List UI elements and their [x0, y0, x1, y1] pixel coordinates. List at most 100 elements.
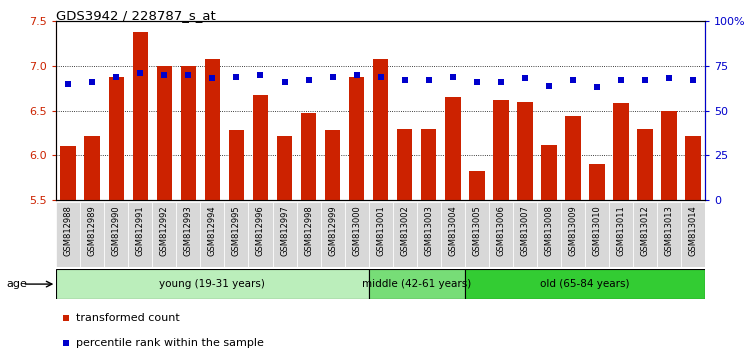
Bar: [465, 269, 705, 299]
Bar: [493, 100, 508, 200]
Bar: [469, 171, 484, 200]
Bar: [565, 116, 580, 200]
Bar: [681, 202, 705, 267]
Bar: [541, 144, 556, 200]
Point: [543, 83, 555, 88]
Point: [687, 78, 699, 83]
Text: GSM813001: GSM813001: [376, 205, 386, 256]
Text: GSM812991: GSM812991: [136, 205, 145, 256]
Point: [615, 78, 627, 83]
Point: [302, 78, 314, 83]
Text: GSM812996: GSM812996: [256, 205, 265, 256]
Text: GSM812998: GSM812998: [304, 205, 313, 256]
Text: GSM812997: GSM812997: [280, 205, 289, 256]
Text: GSM812999: GSM812999: [328, 205, 337, 256]
Text: GSM813008: GSM813008: [544, 205, 554, 256]
Bar: [585, 202, 609, 267]
Text: GSM812992: GSM812992: [160, 205, 169, 256]
Bar: [441, 202, 465, 267]
Bar: [152, 202, 176, 267]
Text: age: age: [6, 279, 27, 289]
Bar: [589, 164, 604, 200]
Bar: [609, 202, 633, 267]
Bar: [157, 66, 172, 200]
Bar: [417, 202, 441, 267]
Point: [206, 76, 218, 81]
Text: young (19-31 years): young (19-31 years): [160, 279, 266, 289]
Bar: [613, 103, 628, 200]
Point: [182, 72, 194, 78]
Bar: [80, 202, 104, 267]
Text: GSM813003: GSM813003: [424, 205, 433, 256]
Point: [447, 74, 459, 80]
Point: [567, 78, 579, 83]
Text: GSM813000: GSM813000: [352, 205, 361, 256]
Bar: [56, 269, 368, 299]
Bar: [393, 202, 417, 267]
Point: [86, 79, 98, 85]
Bar: [224, 202, 248, 267]
Bar: [445, 97, 460, 200]
Point: [60, 340, 72, 346]
Text: GSM813007: GSM813007: [520, 205, 530, 256]
Bar: [561, 202, 585, 267]
Text: GSM812994: GSM812994: [208, 205, 217, 256]
Bar: [657, 202, 681, 267]
Bar: [200, 202, 224, 267]
Bar: [61, 147, 76, 200]
Bar: [272, 202, 296, 267]
Point: [423, 78, 435, 83]
Bar: [465, 202, 489, 267]
Text: GSM812995: GSM812995: [232, 205, 241, 256]
Bar: [277, 136, 292, 200]
Point: [591, 85, 603, 90]
Bar: [349, 77, 364, 200]
Point: [278, 79, 290, 85]
Bar: [537, 202, 561, 267]
Bar: [301, 113, 316, 200]
Text: GSM813010: GSM813010: [592, 205, 602, 256]
Point: [110, 74, 122, 80]
Bar: [637, 129, 652, 200]
Bar: [296, 202, 320, 267]
Point: [471, 79, 483, 85]
Bar: [176, 202, 200, 267]
Bar: [205, 59, 220, 200]
Text: GSM813011: GSM813011: [616, 205, 626, 256]
Text: GSM813006: GSM813006: [496, 205, 506, 256]
Bar: [320, 202, 344, 267]
Bar: [397, 129, 412, 200]
Point: [350, 72, 362, 78]
Bar: [517, 102, 532, 200]
Point: [663, 76, 675, 81]
Point: [495, 79, 507, 85]
Point: [158, 72, 170, 78]
Bar: [85, 136, 100, 200]
Bar: [368, 269, 465, 299]
Point: [134, 70, 146, 76]
Bar: [229, 130, 244, 200]
Text: old (65-84 years): old (65-84 years): [540, 279, 629, 289]
Text: GSM812989: GSM812989: [88, 205, 97, 256]
Bar: [56, 202, 80, 267]
Bar: [368, 202, 393, 267]
Bar: [513, 202, 537, 267]
Bar: [253, 95, 268, 200]
Bar: [633, 202, 657, 267]
Point: [519, 76, 531, 81]
Bar: [344, 202, 368, 267]
Bar: [109, 77, 124, 200]
Text: GSM812988: GSM812988: [64, 205, 73, 256]
Text: GSM812993: GSM812993: [184, 205, 193, 256]
Bar: [686, 136, 700, 200]
Text: GSM813013: GSM813013: [664, 205, 674, 256]
Text: middle (42-61 years): middle (42-61 years): [362, 279, 471, 289]
Bar: [421, 129, 436, 200]
Point: [230, 74, 242, 80]
Text: GSM813002: GSM813002: [400, 205, 410, 256]
Point: [62, 81, 74, 87]
Text: GSM813009: GSM813009: [568, 205, 578, 256]
Text: percentile rank within the sample: percentile rank within the sample: [76, 338, 263, 348]
Point: [254, 72, 266, 78]
Bar: [662, 110, 676, 200]
